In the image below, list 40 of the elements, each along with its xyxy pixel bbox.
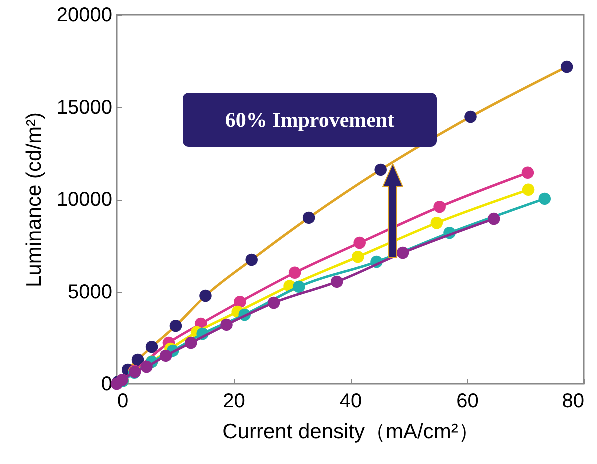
point	[538, 192, 552, 206]
y-tick-label: 10000	[56, 189, 112, 211]
y-tick-label: 20000	[56, 4, 112, 26]
x-tick-label: 40	[340, 390, 362, 412]
point	[185, 336, 198, 350]
point	[132, 354, 144, 366]
point	[200, 290, 212, 302]
point	[146, 340, 158, 354]
point	[302, 212, 316, 224]
point	[464, 110, 477, 124]
point	[160, 350, 172, 362]
x-tick-label: 80	[562, 390, 584, 412]
y-tick-label: 5000	[68, 281, 112, 304]
point	[396, 246, 410, 260]
y-tick-label: 0	[101, 374, 112, 396]
point	[352, 250, 364, 264]
x-tick-label: 60	[456, 390, 479, 412]
point	[434, 200, 446, 214]
y-tick-label: 15000	[56, 96, 112, 119]
point	[140, 360, 153, 374]
y-axis-title: Luminance (cd/m²)	[22, 112, 46, 288]
point	[488, 212, 500, 226]
callout-box: 60% Improvement	[183, 93, 437, 147]
point	[220, 318, 233, 332]
x-tick-label: 0	[118, 390, 129, 412]
point	[560, 60, 574, 74]
point	[170, 320, 182, 332]
x-axis-title: Current density（mA/cm²）	[222, 420, 480, 444]
point	[268, 296, 280, 310]
point	[330, 276, 344, 288]
point	[522, 166, 534, 180]
point	[234, 296, 246, 308]
x-tick-label: 20	[223, 390, 246, 412]
point	[293, 280, 306, 294]
point	[288, 266, 302, 280]
point	[246, 254, 258, 266]
point	[430, 217, 444, 230]
point	[374, 164, 387, 176]
point	[522, 184, 535, 196]
point	[354, 236, 366, 250]
